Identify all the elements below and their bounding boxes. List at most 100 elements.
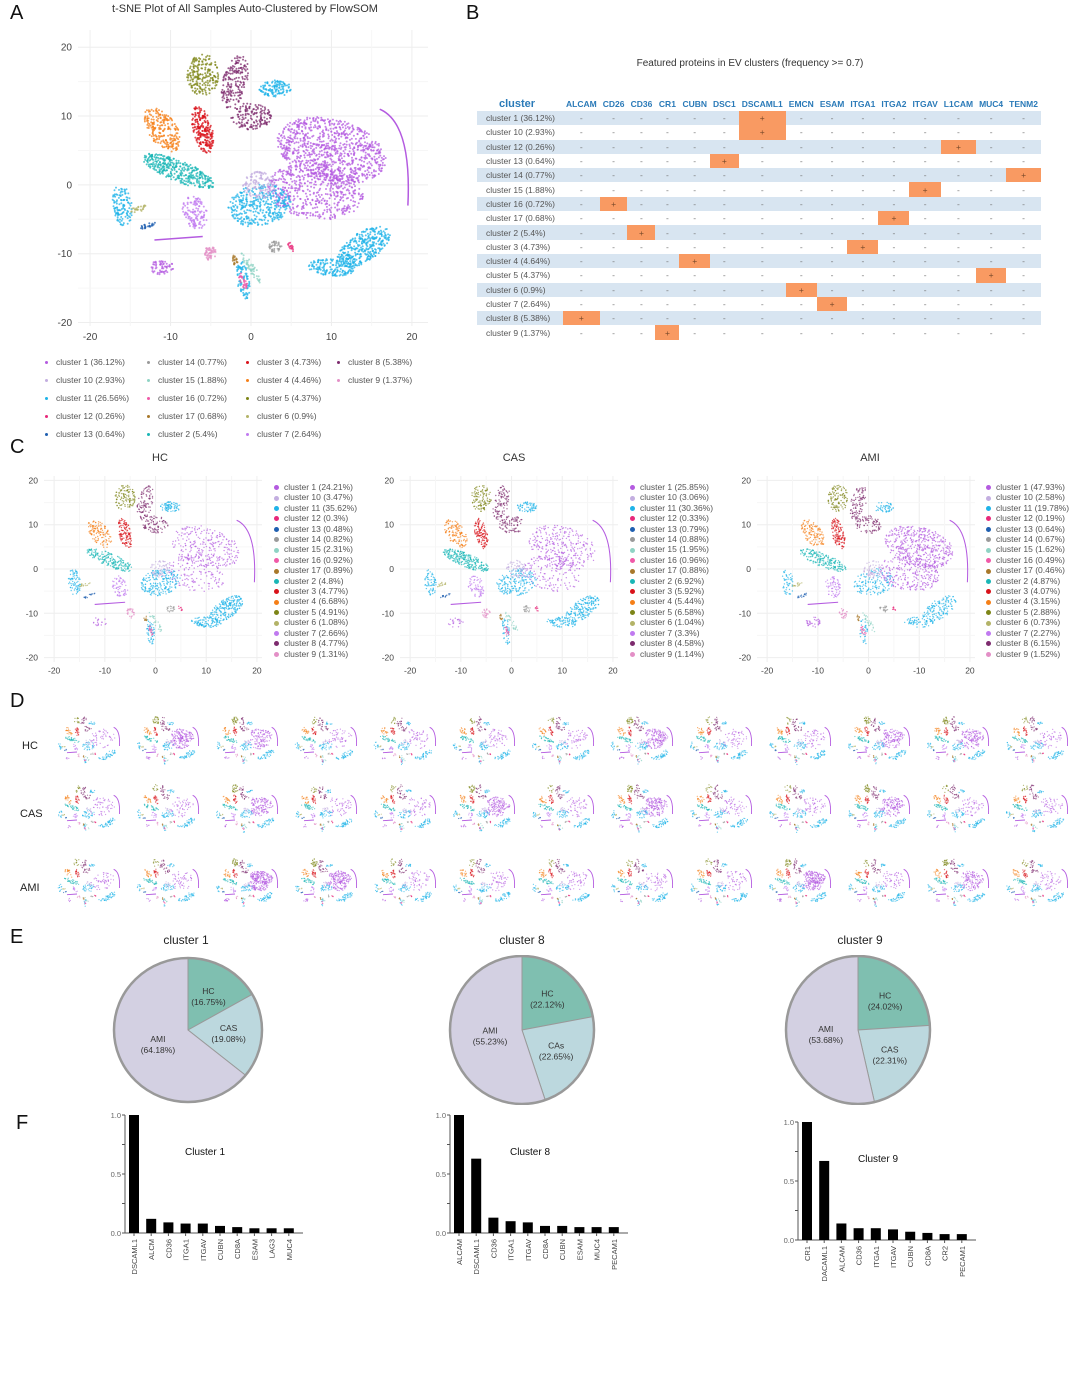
cluster-points-cluster-17 bbox=[240, 755, 243, 758]
cluster-points-cluster-9 bbox=[313, 896, 316, 898]
strand-cluster-1 bbox=[824, 726, 832, 747]
cell-negative: - bbox=[739, 240, 786, 254]
cluster-points-cluster-11 bbox=[414, 897, 424, 903]
bar-pecam1 bbox=[956, 1234, 967, 1240]
cluster-points-cluster-13 bbox=[616, 749, 621, 751]
cluster-points-cluster-17 bbox=[635, 755, 638, 758]
cluster-points-cluster-11 bbox=[1032, 825, 1036, 833]
cluster-points-cluster-9 bbox=[126, 608, 135, 619]
y-tick-label: -20 bbox=[739, 653, 752, 663]
cluster-points-cluster-15 bbox=[559, 824, 564, 829]
cell-negative: - bbox=[738, 168, 786, 183]
cluster-points-cluster-11 bbox=[895, 817, 907, 827]
column-header-protein: ITGA2 bbox=[878, 97, 909, 111]
cluster-points-cluster-17 bbox=[398, 755, 401, 759]
legend-label: cluster 6 (0.9%) bbox=[257, 411, 317, 421]
legend-marker bbox=[986, 620, 991, 626]
cell-negative: - bbox=[655, 168, 680, 183]
cluster-points-cluster-11 bbox=[555, 884, 570, 892]
legend-label: cluster 12 (0.19%) bbox=[996, 513, 1065, 523]
cluster-points-cluster-8 bbox=[397, 858, 403, 867]
cell-negative: - bbox=[563, 182, 600, 196]
bar-cd36 bbox=[163, 1222, 174, 1233]
cluster-points-cluster-8 bbox=[136, 485, 154, 521]
cluster-points-cluster-10 bbox=[86, 881, 92, 886]
cluster-points-cluster-16 bbox=[874, 827, 877, 831]
cluster-points-cluster-8 bbox=[635, 725, 644, 732]
legend-marker bbox=[45, 415, 48, 419]
cluster-points-cluster-6 bbox=[930, 813, 935, 816]
cluster-points-cluster-1 bbox=[884, 525, 954, 569]
cluster-points-cluster-1 bbox=[779, 824, 783, 828]
cluster-points-cluster-14 bbox=[485, 820, 489, 824]
legend-item: cluster 7 (2.66%) bbox=[274, 628, 357, 638]
cluster-points-cluster-1 bbox=[801, 806, 821, 816]
y-tick-label: 1.0 bbox=[436, 1111, 446, 1120]
cluster-points-cluster-2 bbox=[143, 735, 158, 743]
tsne-cas-title: CAS bbox=[454, 452, 574, 464]
row-cluster-label: cluster 10 (2.93%) bbox=[477, 125, 563, 139]
cluster-points-cluster-9 bbox=[709, 822, 712, 825]
cluster-points-cluster-11 bbox=[257, 897, 267, 902]
cluster-points-cluster-4 bbox=[933, 868, 942, 878]
pie-slice-percent: (53.68%) bbox=[809, 1035, 844, 1045]
cluster-points-cluster-4 bbox=[64, 868, 73, 878]
cell-positive: + bbox=[1006, 168, 1041, 183]
cluster-points-cluster-7 bbox=[1020, 813, 1026, 819]
legend-marker bbox=[274, 578, 279, 584]
strand-cluster-1 bbox=[192, 794, 200, 815]
pie-cluster9-title: cluster 9 bbox=[780, 933, 940, 947]
cluster-points-cluster-7 bbox=[230, 812, 236, 819]
cluster-points-cluster-14 bbox=[327, 894, 330, 898]
cell-positive: + bbox=[976, 268, 1007, 283]
sample-tsne-hc-2 bbox=[137, 716, 200, 765]
cluster-points-cluster-1 bbox=[328, 806, 347, 817]
cluster-points-cluster-11 bbox=[105, 749, 116, 759]
cluster-points-cluster-11 bbox=[1047, 824, 1058, 828]
cluster-points-cluster-17 bbox=[143, 615, 148, 622]
bar-esam bbox=[249, 1228, 260, 1233]
sample-tsne-hc-12 bbox=[927, 716, 990, 763]
cluster-points-cluster-14 bbox=[268, 240, 283, 253]
cell-positive: + bbox=[627, 225, 656, 240]
cluster-points-cluster-10 bbox=[719, 807, 725, 813]
table-row: cluster 1 (36.12%) - - - - - - + - - - - - - - - bbox=[477, 111, 1041, 126]
cluster-points-cluster-6 bbox=[61, 746, 66, 748]
cluster-points-cluster-15 bbox=[322, 823, 326, 828]
sample-tsne-cas-5 bbox=[373, 784, 437, 833]
column-header-protein: TENM2 bbox=[1006, 97, 1041, 111]
x-tick-label: CUBN bbox=[216, 1239, 225, 1260]
cluster-points-cluster-4 bbox=[854, 726, 863, 736]
cluster-points-cluster-8 bbox=[871, 786, 877, 796]
cluster-points-cluster-11 bbox=[731, 898, 741, 902]
legend-label: cluster 13 (0.64%) bbox=[996, 524, 1065, 534]
x-tick-label: DSCAML1 bbox=[130, 1239, 139, 1274]
cluster-points-cluster-13 bbox=[83, 592, 96, 599]
cluster-points-cluster-16 bbox=[953, 759, 956, 763]
legend-item: cluster 3 (4.73%) bbox=[246, 357, 321, 367]
cluster-points-cluster-14 bbox=[959, 894, 963, 898]
cell-negative: - bbox=[785, 311, 817, 326]
cluster-points-cluster-3 bbox=[75, 795, 80, 804]
legend-label: cluster 14 (0.88%) bbox=[640, 534, 709, 544]
cluster-points-cluster-4 bbox=[459, 727, 467, 735]
cluster-points-cluster-5 bbox=[1021, 784, 1029, 792]
cluster-points-cluster-3 bbox=[785, 726, 791, 736]
cluster-points-cluster-5 bbox=[548, 859, 555, 868]
cluster-points-cluster-13 bbox=[616, 817, 621, 820]
pie-outline bbox=[112, 956, 264, 1104]
cluster-points-cluster-16 bbox=[860, 626, 867, 636]
cell-negative: - bbox=[976, 240, 1006, 254]
cell-negative: - bbox=[816, 282, 848, 297]
cluster-points-cluster-15 bbox=[875, 755, 879, 760]
cell-negative: - bbox=[816, 225, 848, 240]
cluster-points-cluster-2 bbox=[617, 803, 633, 811]
sample-tsne-cas-3 bbox=[216, 784, 279, 833]
y-tick-label: -20 bbox=[382, 653, 395, 663]
cluster-points-cluster-3 bbox=[153, 868, 159, 878]
pie-slice-label: AMI bbox=[150, 1034, 165, 1044]
cell-negative: - bbox=[909, 311, 941, 326]
cluster-points-cluster-10 bbox=[150, 560, 171, 578]
cluster-points-cluster-11 bbox=[572, 898, 583, 902]
cluster-points-cluster-14 bbox=[169, 821, 173, 824]
